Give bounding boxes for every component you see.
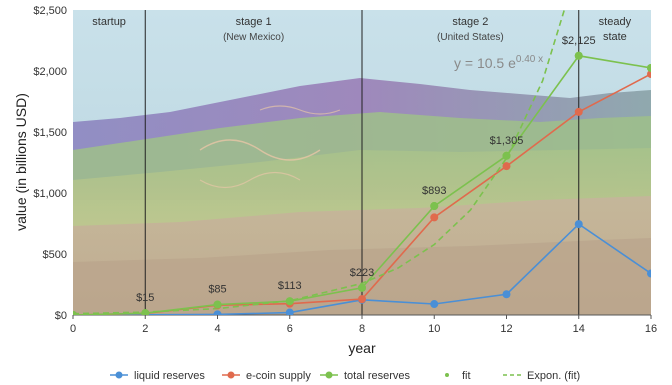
x-tick-label: 4 [214, 323, 220, 335]
data-label: $893 [422, 185, 446, 197]
y-tick-label: $2,000 [33, 66, 67, 78]
data-label: $1,305 [490, 135, 524, 147]
series-layer [73, 10, 651, 315]
data-point-fit [502, 151, 511, 160]
fit-equation-exponent: 0.40 x [516, 54, 543, 65]
legend-swatch-dot [445, 373, 449, 377]
legend-swatch-dot [227, 371, 235, 379]
fit-equation-base: y = 10.5 e [454, 55, 516, 71]
legend-item-total-reserves: total reserves [320, 370, 411, 382]
data-point-liquid-reserves [430, 300, 439, 309]
legend-item-liquid-reserves: liquid reserves [110, 370, 205, 382]
legend-item-e-coin-supply: e-coin supply [222, 370, 311, 382]
data-point-fit [73, 311, 77, 315]
x-tick-label: 12 [500, 323, 512, 335]
series-line-expon-fit [73, 10, 566, 315]
x-tick-label: 16 [645, 323, 657, 335]
data-point-fit [358, 283, 366, 292]
stages-layer: startup stage 1 (New Mexico) stage 2 (United… [92, 10, 632, 315]
stage-sublabel-united-states: (United States) [437, 32, 504, 43]
x-tick-label: 10 [428, 323, 440, 335]
data-point-e-coin-supply [574, 107, 583, 116]
x-axis-title: year [348, 340, 376, 356]
stage-label-stage-1: stage 1 [236, 16, 272, 28]
data-point-fit [213, 300, 222, 309]
legend-label: liquid reserves [134, 370, 205, 382]
y-tick-label: $2,500 [33, 5, 67, 17]
data-label: $85 [208, 284, 226, 296]
x-tick-label: 2 [142, 323, 148, 335]
data-point-e-coin-supply [647, 70, 651, 79]
stage-sublabel-state: state [603, 31, 627, 43]
x-tick-label: 0 [70, 323, 76, 335]
y-axis-title: value (in billions USD) [13, 93, 29, 231]
data-point-e-coin-supply [430, 213, 439, 222]
y-tick-label: $500 [43, 249, 67, 261]
data-labels-layer: $15 $85 $113 $223 $893 $1,305 $2,125 [136, 35, 596, 304]
legend-swatch-dot [325, 371, 333, 379]
data-label: $223 [350, 267, 374, 279]
data-point-fit [430, 202, 439, 211]
data-point-fit [141, 309, 150, 315]
data-point-liquid-reserves [502, 290, 511, 299]
legend-label: e-coin supply [246, 370, 311, 382]
stage-label-steady: steady [599, 16, 632, 28]
stage-sublabel-new-mexico: (New Mexico) [223, 32, 284, 43]
stage-label-stage-2: stage 2 [452, 16, 488, 28]
legend: liquid reserves e-coin supply total reserv… [110, 370, 580, 382]
data-label: $113 [278, 280, 302, 292]
data-point-fit [647, 63, 651, 72]
legend-label: Expon. (fit) [527, 370, 580, 382]
data-point-e-coin-supply [358, 295, 366, 304]
data-label: $2,125 [562, 35, 596, 47]
data-point-liquid-reserves [213, 310, 222, 315]
y-tick-label: $1,000 [33, 188, 67, 200]
x-tick-label: 14 [573, 323, 585, 335]
legend-item-fit: fit [445, 370, 471, 382]
data-point-fit [285, 297, 294, 306]
legend-label: fit [462, 370, 471, 382]
x-tick-label: 8 [359, 323, 365, 335]
stage-label-startup: startup [92, 16, 126, 28]
data-point-liquid-reserves [285, 308, 294, 315]
legend-label: total reserves [344, 370, 411, 382]
legend-item-expon-fit: Expon. (fit) [503, 370, 580, 382]
data-point-e-coin-supply [502, 162, 511, 171]
y-tick-label: $0 [55, 310, 67, 322]
data-point-liquid-reserves [647, 269, 651, 278]
legend-swatch-dot [115, 371, 123, 379]
data-label: $15 [136, 292, 154, 304]
data-point-fit [574, 51, 583, 60]
x-tick-label: 6 [287, 323, 293, 335]
data-point-liquid-reserves [574, 220, 583, 229]
y-tick-label: $1,500 [33, 127, 67, 139]
fit-equation: y = 10.5 e0.40 x [454, 54, 543, 71]
